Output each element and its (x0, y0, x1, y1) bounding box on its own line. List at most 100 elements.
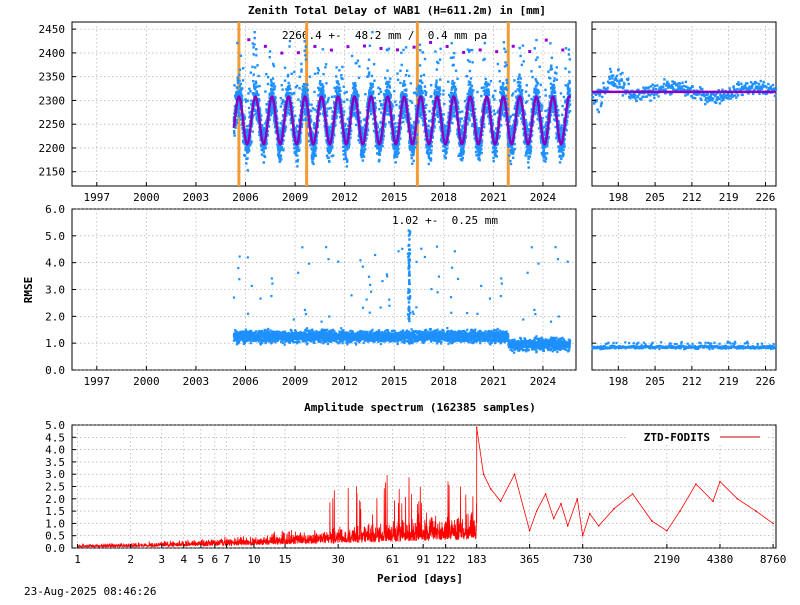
ztd-point (261, 124, 263, 126)
ztd-point (443, 113, 445, 115)
ztd-point (430, 149, 432, 151)
ztd-point (403, 80, 405, 82)
ztd-point (451, 122, 453, 124)
ztd-point (478, 159, 480, 161)
ztd-point (527, 158, 529, 160)
ztd-point (530, 150, 532, 152)
ztd-point (335, 115, 337, 117)
ztd-point (327, 97, 329, 99)
ztd-point (253, 43, 255, 45)
ztd-point (264, 90, 266, 92)
ztd-point (355, 62, 357, 64)
ztd-point (327, 107, 329, 109)
ztd-point (272, 92, 274, 94)
ztd-point (442, 89, 444, 91)
ztd-point (408, 75, 410, 77)
ztd-point (483, 86, 485, 88)
ztd-point (488, 91, 490, 93)
ztd-point (452, 56, 454, 58)
ztd-point (476, 91, 478, 93)
ztd-point (400, 52, 402, 54)
ztd-point (484, 42, 486, 44)
ztd-point (499, 80, 501, 82)
ztd-point (237, 77, 239, 79)
ztd-point (393, 114, 395, 116)
ztd-point (379, 100, 381, 102)
ztd-point (297, 146, 299, 148)
ztd-point (242, 79, 244, 81)
ztd-point (372, 90, 374, 92)
ztd-point (263, 151, 265, 153)
ztd-point (242, 67, 244, 69)
ztd-point (346, 165, 348, 167)
ztd-point (534, 47, 536, 49)
ztd-point (293, 92, 295, 94)
ztd-point (469, 81, 471, 83)
ztd-point (395, 104, 397, 106)
ztd-point (505, 86, 507, 88)
ztd-point (378, 108, 380, 110)
ztd-point (520, 93, 522, 95)
ztd-point (428, 120, 430, 122)
ztd-point (374, 102, 376, 104)
ztd-point (439, 58, 441, 60)
ztd-point (368, 71, 370, 73)
ztd-point (496, 150, 498, 152)
ztd-point (270, 114, 272, 116)
ztd-point (388, 48, 390, 50)
ztd-point (480, 144, 482, 146)
ztd-point (339, 93, 341, 95)
ztd-point (454, 86, 456, 88)
ztd-point (416, 94, 418, 96)
ztd-point (370, 113, 372, 115)
ztd-point (500, 124, 502, 126)
ztd-point (380, 103, 382, 105)
ztd-point (258, 85, 260, 87)
ztd-point (274, 96, 276, 98)
ztd-point (325, 63, 327, 65)
ztd-point (322, 89, 324, 91)
ztd-point (238, 80, 240, 82)
ztd-point (398, 143, 400, 145)
ztd-point (442, 93, 444, 95)
ztd-point (331, 145, 333, 147)
ztd-point (405, 74, 407, 76)
ztd-point (253, 73, 255, 75)
ztd-point (494, 152, 496, 154)
ztd-point (430, 84, 432, 86)
ztd-point (484, 78, 486, 80)
ztd-point (518, 47, 520, 49)
ztd-point (362, 126, 364, 128)
ztd-point (414, 146, 416, 148)
ztd-point (525, 90, 527, 92)
ztd-point (280, 158, 282, 160)
ztd-point (466, 75, 468, 77)
ztd-point (397, 148, 399, 150)
ztd-point (512, 157, 514, 159)
ztd-point (291, 73, 293, 75)
ztd-point (439, 89, 441, 91)
ztd-point (394, 100, 396, 102)
ztd-point (425, 91, 427, 93)
ztd-annotation: 2266.4 +- 48.2 mm / 0.4 mm pa (282, 29, 487, 42)
ztd-point (501, 85, 503, 87)
ztd-point (297, 98, 299, 100)
ztd-point (367, 75, 369, 77)
ztd-point (241, 87, 243, 89)
ztd-point (378, 159, 380, 161)
ztd-point (508, 154, 510, 156)
ztd-point (510, 115, 512, 117)
ztd-point (357, 60, 359, 62)
ztd-point (306, 95, 308, 97)
ztd-point (404, 84, 406, 86)
ztd-point (312, 163, 314, 165)
ztd-point (435, 79, 437, 81)
ztd-point (393, 116, 395, 118)
ztd-point (346, 98, 348, 100)
ztd-point (372, 83, 374, 85)
ztd-point (520, 77, 522, 79)
ztd-point (310, 110, 312, 112)
ztd-point (236, 121, 238, 123)
ztd-point (413, 160, 415, 162)
ztd-point (338, 69, 340, 71)
